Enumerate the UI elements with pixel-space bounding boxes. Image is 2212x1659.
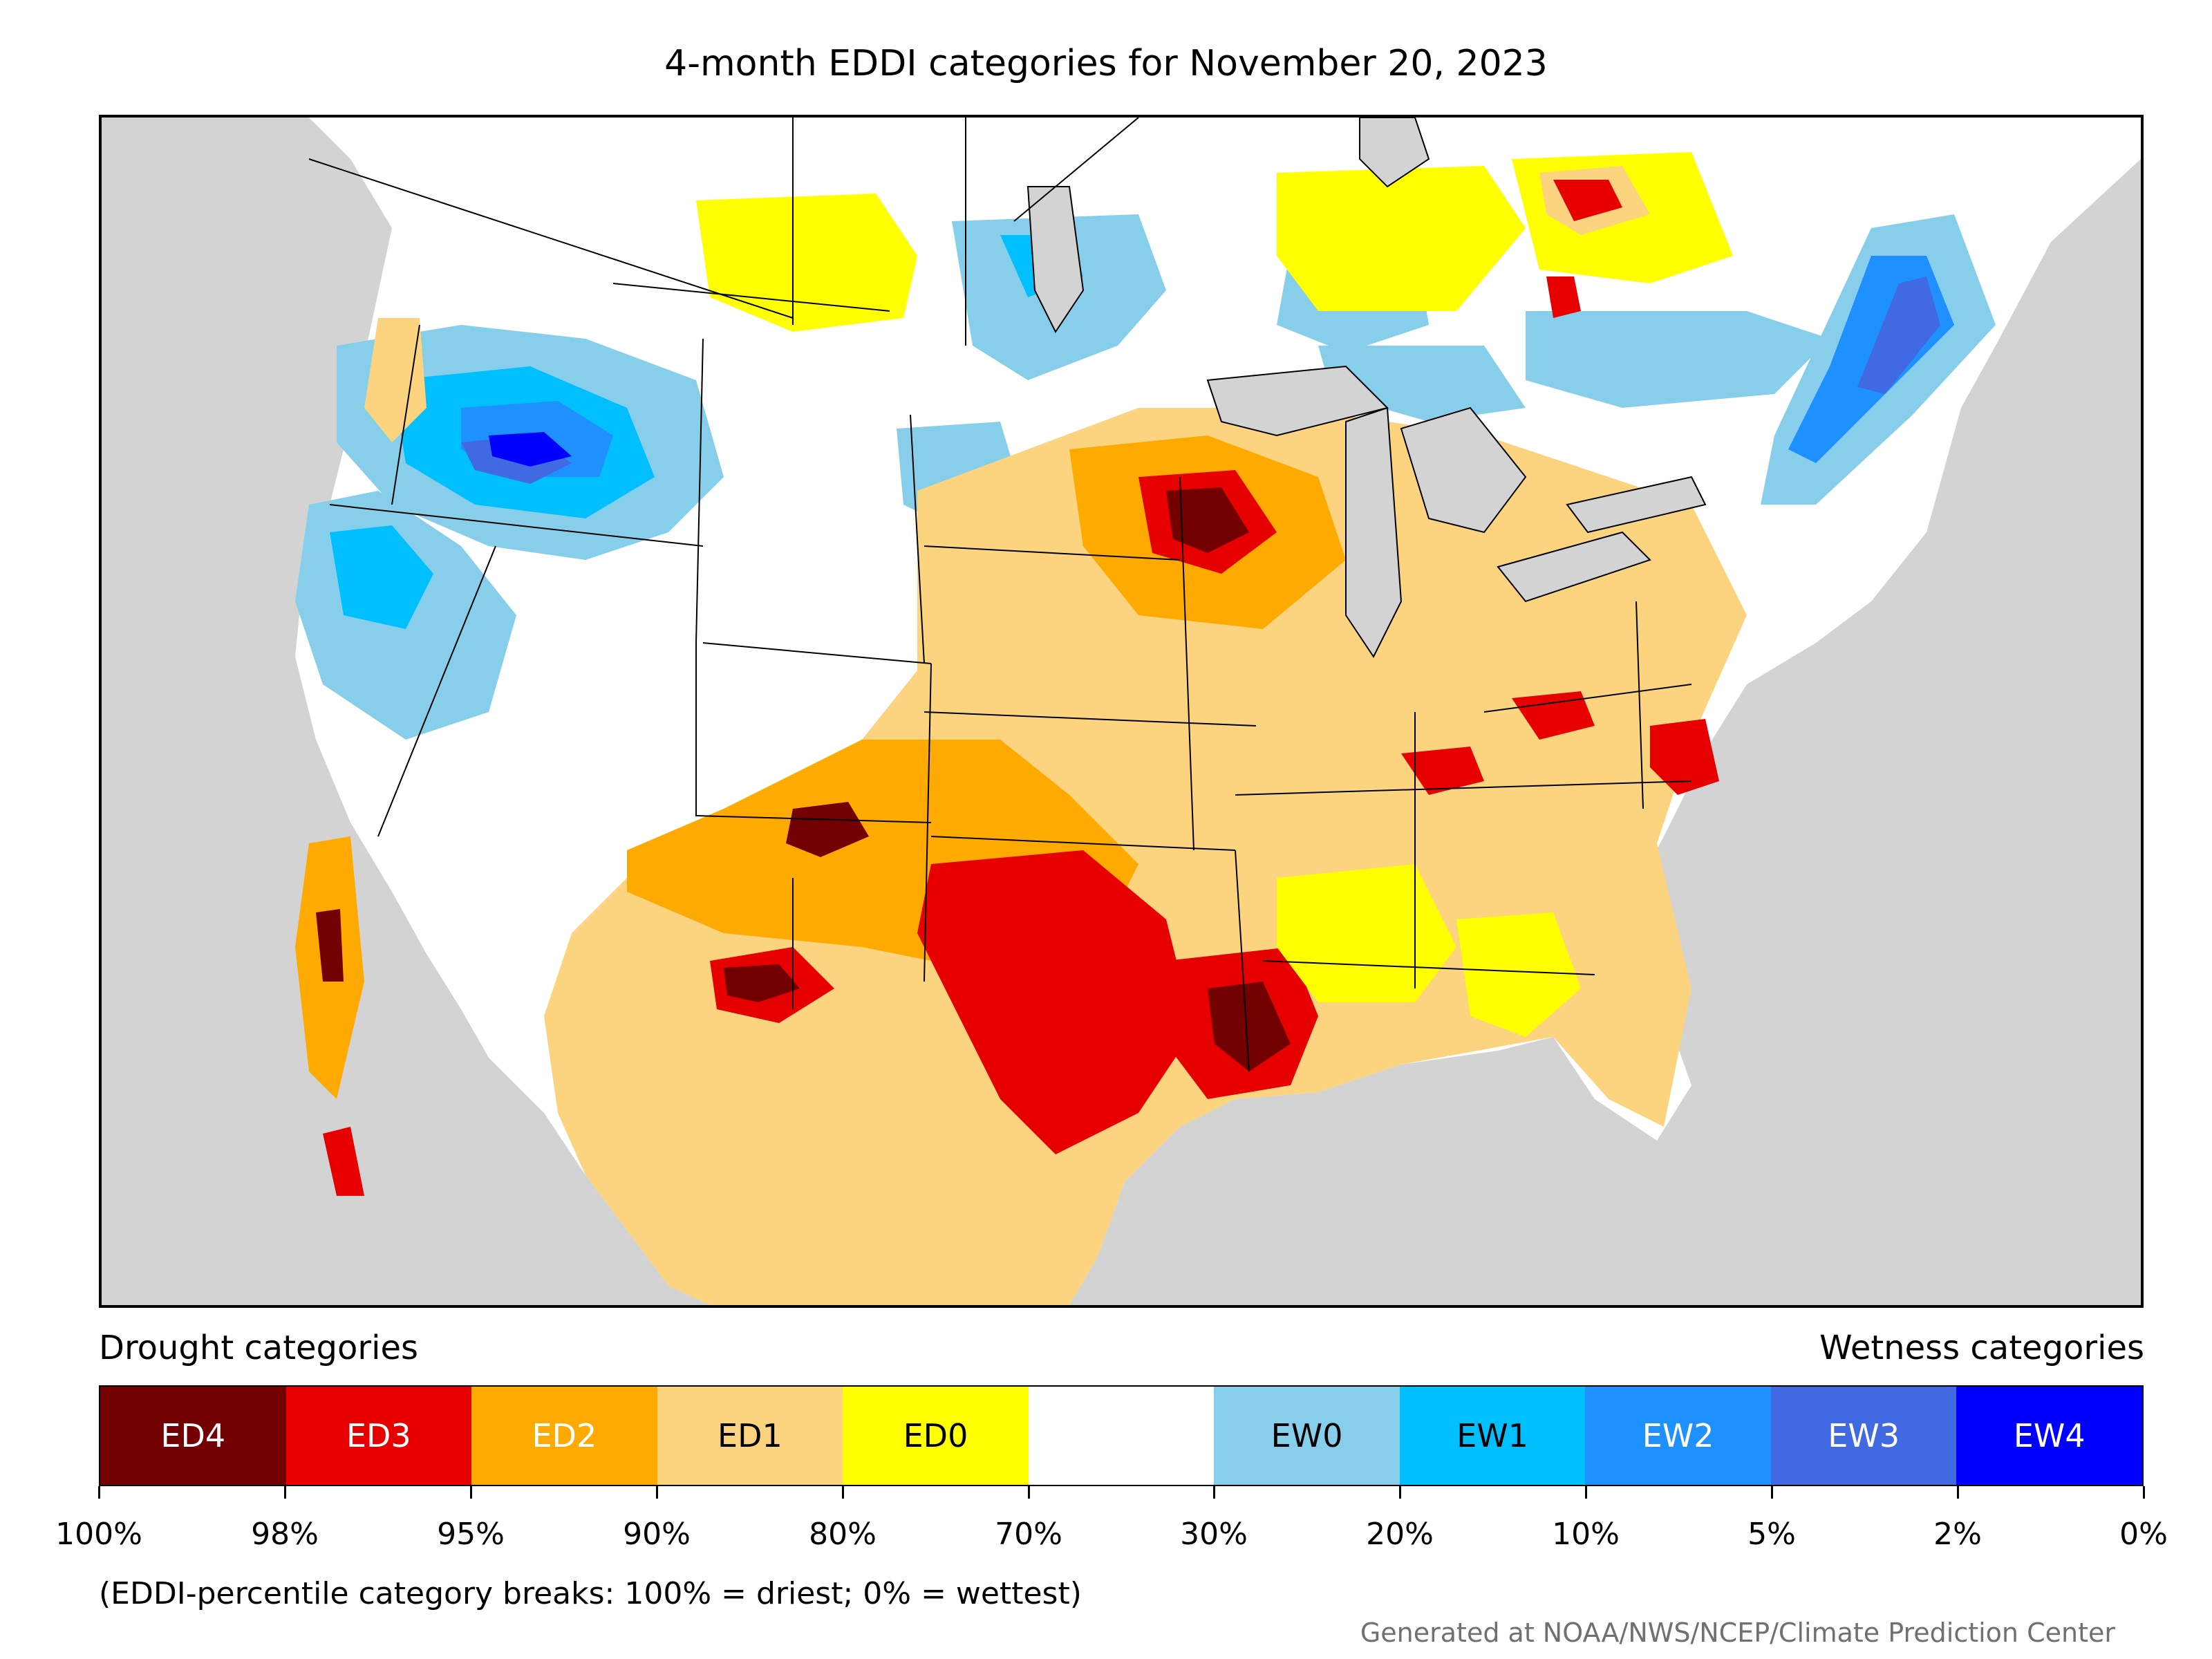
tick-label: 10%: [1552, 1517, 1620, 1552]
tick-mark: [1399, 1486, 1401, 1499]
map-title: 4-month EDDI categories for November 20,…: [664, 43, 1548, 84]
legend-ew4: EW4: [1956, 1387, 2143, 1485]
drought-categories-heading: Drought categories: [99, 1329, 418, 1367]
legend-ed0: ED0: [843, 1387, 1029, 1485]
legend-neutral: [1028, 1387, 1215, 1485]
tick-mark: [2143, 1486, 2145, 1499]
legend-ed3: ED3: [285, 1387, 472, 1485]
legend-ew0: EW0: [1214, 1387, 1400, 1485]
tick-mark: [470, 1486, 472, 1499]
tick-mark: [1771, 1486, 1773, 1499]
tick-label: 0%: [2119, 1517, 2168, 1552]
drought-regions: [295, 152, 1747, 1305]
tick-label: 80%: [809, 1517, 877, 1552]
legend-ed1: ED1: [657, 1387, 843, 1485]
eddi-map-canvas: [102, 118, 2141, 1305]
percentile-ticks: 100% 98% 95% 90% 80% 70% 30% 20% 10% 5% 2% 0%: [55, 1486, 2168, 1552]
tick-label: 5%: [1747, 1517, 1796, 1552]
tick-label: 95%: [437, 1517, 505, 1552]
wetness-categories-heading: Wetness categories: [1819, 1329, 2144, 1367]
tick-label: 90%: [623, 1517, 691, 1552]
legend-ed4: ED4: [100, 1387, 286, 1485]
tick-label: 30%: [1180, 1517, 1248, 1552]
tick-mark: [1028, 1486, 1030, 1499]
tick-mark: [284, 1486, 286, 1499]
eddi-map: [99, 115, 2144, 1308]
tick-mark: [1585, 1486, 1587, 1499]
tick-mark: [842, 1486, 844, 1499]
category-breaks-footnote: (EDDI-percentile category breaks: 100% =…: [99, 1576, 1082, 1611]
legend-ed2: ED2: [471, 1387, 657, 1485]
tick-label: 2%: [1933, 1517, 1982, 1552]
tick-label: 70%: [995, 1517, 1062, 1552]
tick-mark: [1957, 1486, 1959, 1499]
tick-mark: [656, 1486, 658, 1499]
legend-ew2: EW2: [1585, 1387, 1771, 1485]
credit-line: Generated at NOAA/NWS/NCEP/Climate Predi…: [1360, 1618, 2115, 1648]
legend-ew1: EW1: [1399, 1387, 1586, 1485]
tick-mark: [1213, 1486, 1215, 1499]
tick-label: 98%: [251, 1517, 319, 1552]
tick-label: 20%: [1366, 1517, 1434, 1552]
category-legend: ED4 ED3 ED2 ED1 ED0 EW0 EW1 EW2 EW3 EW4: [99, 1385, 2144, 1486]
legend-ew3: EW3: [1770, 1387, 1957, 1485]
state-borders: [308, 118, 1692, 1072]
tick-label: 100%: [55, 1517, 142, 1552]
water-bodies: [1027, 118, 1707, 658]
tick-mark: [98, 1486, 100, 1499]
